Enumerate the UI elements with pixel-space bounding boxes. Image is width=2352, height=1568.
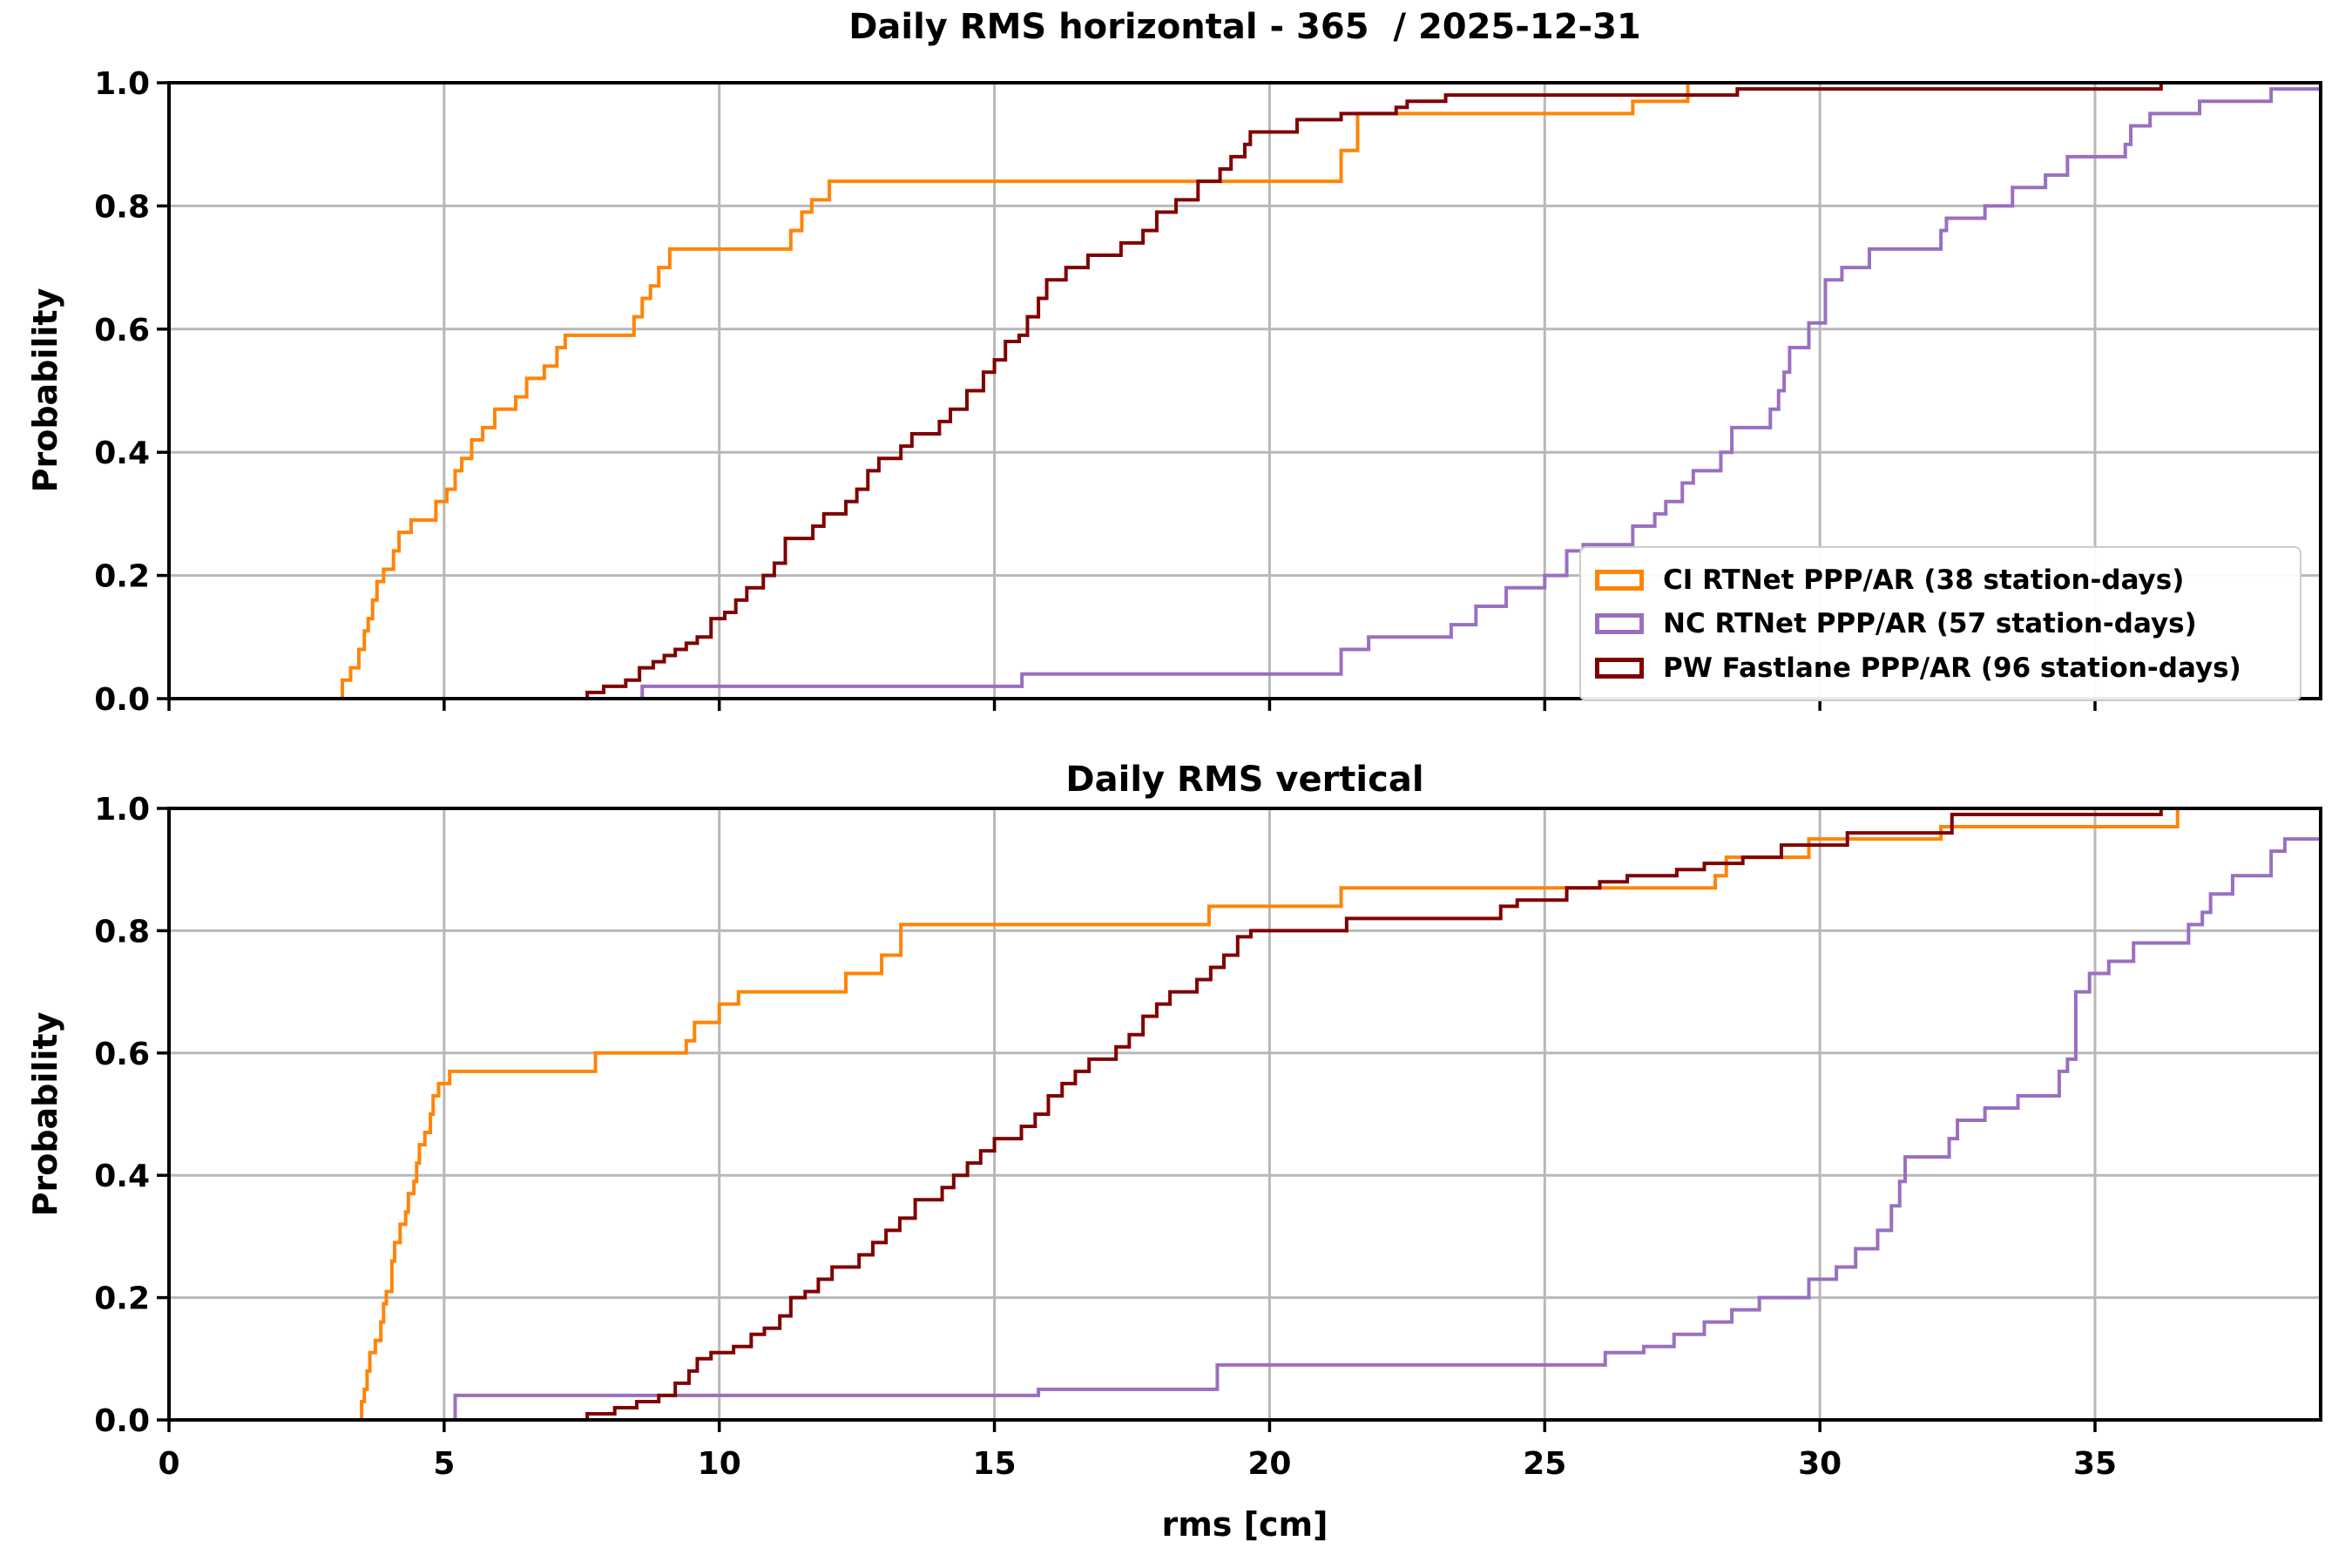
nc-step-swatch-icon — [1595, 613, 1644, 634]
axes-frame — [167, 807, 2322, 1422]
x-tick-label-20: 20 — [1247, 1446, 1291, 1482]
y-tick-label-0.4: 0.4 — [94, 436, 150, 471]
curve-pw — [169, 83, 2163, 700]
x-tick-label-10: 10 — [698, 1446, 741, 1482]
legend-row-ci: CI RTNet PPP/AR (38 station-days) — [1595, 564, 2291, 596]
curve-pw — [169, 808, 2163, 1422]
legend-label-nc: NC RTNet PPP/AR (57 station-days) — [1663, 608, 2197, 639]
legend-row-nc: NC RTNet PPP/AR (57 station-days) — [1595, 608, 2291, 639]
ci-step-swatch-icon — [1595, 569, 1644, 591]
top-y-axis-label: Probability — [26, 287, 64, 493]
y-tick-label-0.2: 0.2 — [94, 559, 150, 595]
curve-ci — [169, 81, 2321, 700]
top-plot-title: Daily RMS horizontal - 365 / 2025-12-31 — [848, 7, 1641, 47]
x-tick-label-15: 15 — [973, 1446, 1017, 1482]
legend-row-pw: PW Fastlane PPP/AR (96 station-days) — [1595, 652, 2291, 684]
x-axis-label: rms [cm] — [1161, 1505, 1328, 1544]
pw-step-swatch-icon — [1595, 657, 1644, 679]
y-tick-label-0.4: 0.4 — [94, 1159, 150, 1194]
x-tick-label-5: 5 — [433, 1446, 455, 1482]
y-tick-label-0.8: 0.8 — [94, 189, 150, 225]
x-tick-label-35: 35 — [2073, 1446, 2117, 1482]
legend-label-pw: PW Fastlane PPP/AR (96 station-days) — [1663, 652, 2241, 684]
axes-frame — [167, 81, 2322, 700]
bottom-y-axis-label: Probability — [26, 1011, 64, 1217]
y-tick-label-0.2: 0.2 — [94, 1281, 150, 1317]
y-tick-label-0: 0.0 — [94, 1403, 150, 1439]
x-tick-label-25: 25 — [1523, 1446, 1566, 1482]
y-tick-label-0: 0.0 — [94, 682, 150, 718]
y-tick-label-0.6: 0.6 — [94, 313, 150, 348]
legend: CI RTNet PPP/AR (38 station-days) NC RTN… — [1579, 546, 2301, 701]
y-tick-label-1: 1.0 — [94, 792, 150, 828]
legend-label-ci: CI RTNet PPP/AR (38 station-days) — [1663, 564, 2185, 596]
curve-nc — [169, 87, 2321, 700]
curve-ci — [169, 808, 2180, 1422]
curve-nc — [169, 837, 2321, 1422]
bottom-plot-title: Daily RMS vertical — [1065, 760, 1424, 800]
y-tick-label-1: 1.0 — [94, 66, 150, 102]
y-tick-label-0.8: 0.8 — [94, 914, 150, 950]
x-tick-label-30: 30 — [1798, 1446, 1842, 1482]
x-tick-label-0: 0 — [158, 1446, 179, 1482]
y-tick-label-0.6: 0.6 — [94, 1037, 150, 1072]
